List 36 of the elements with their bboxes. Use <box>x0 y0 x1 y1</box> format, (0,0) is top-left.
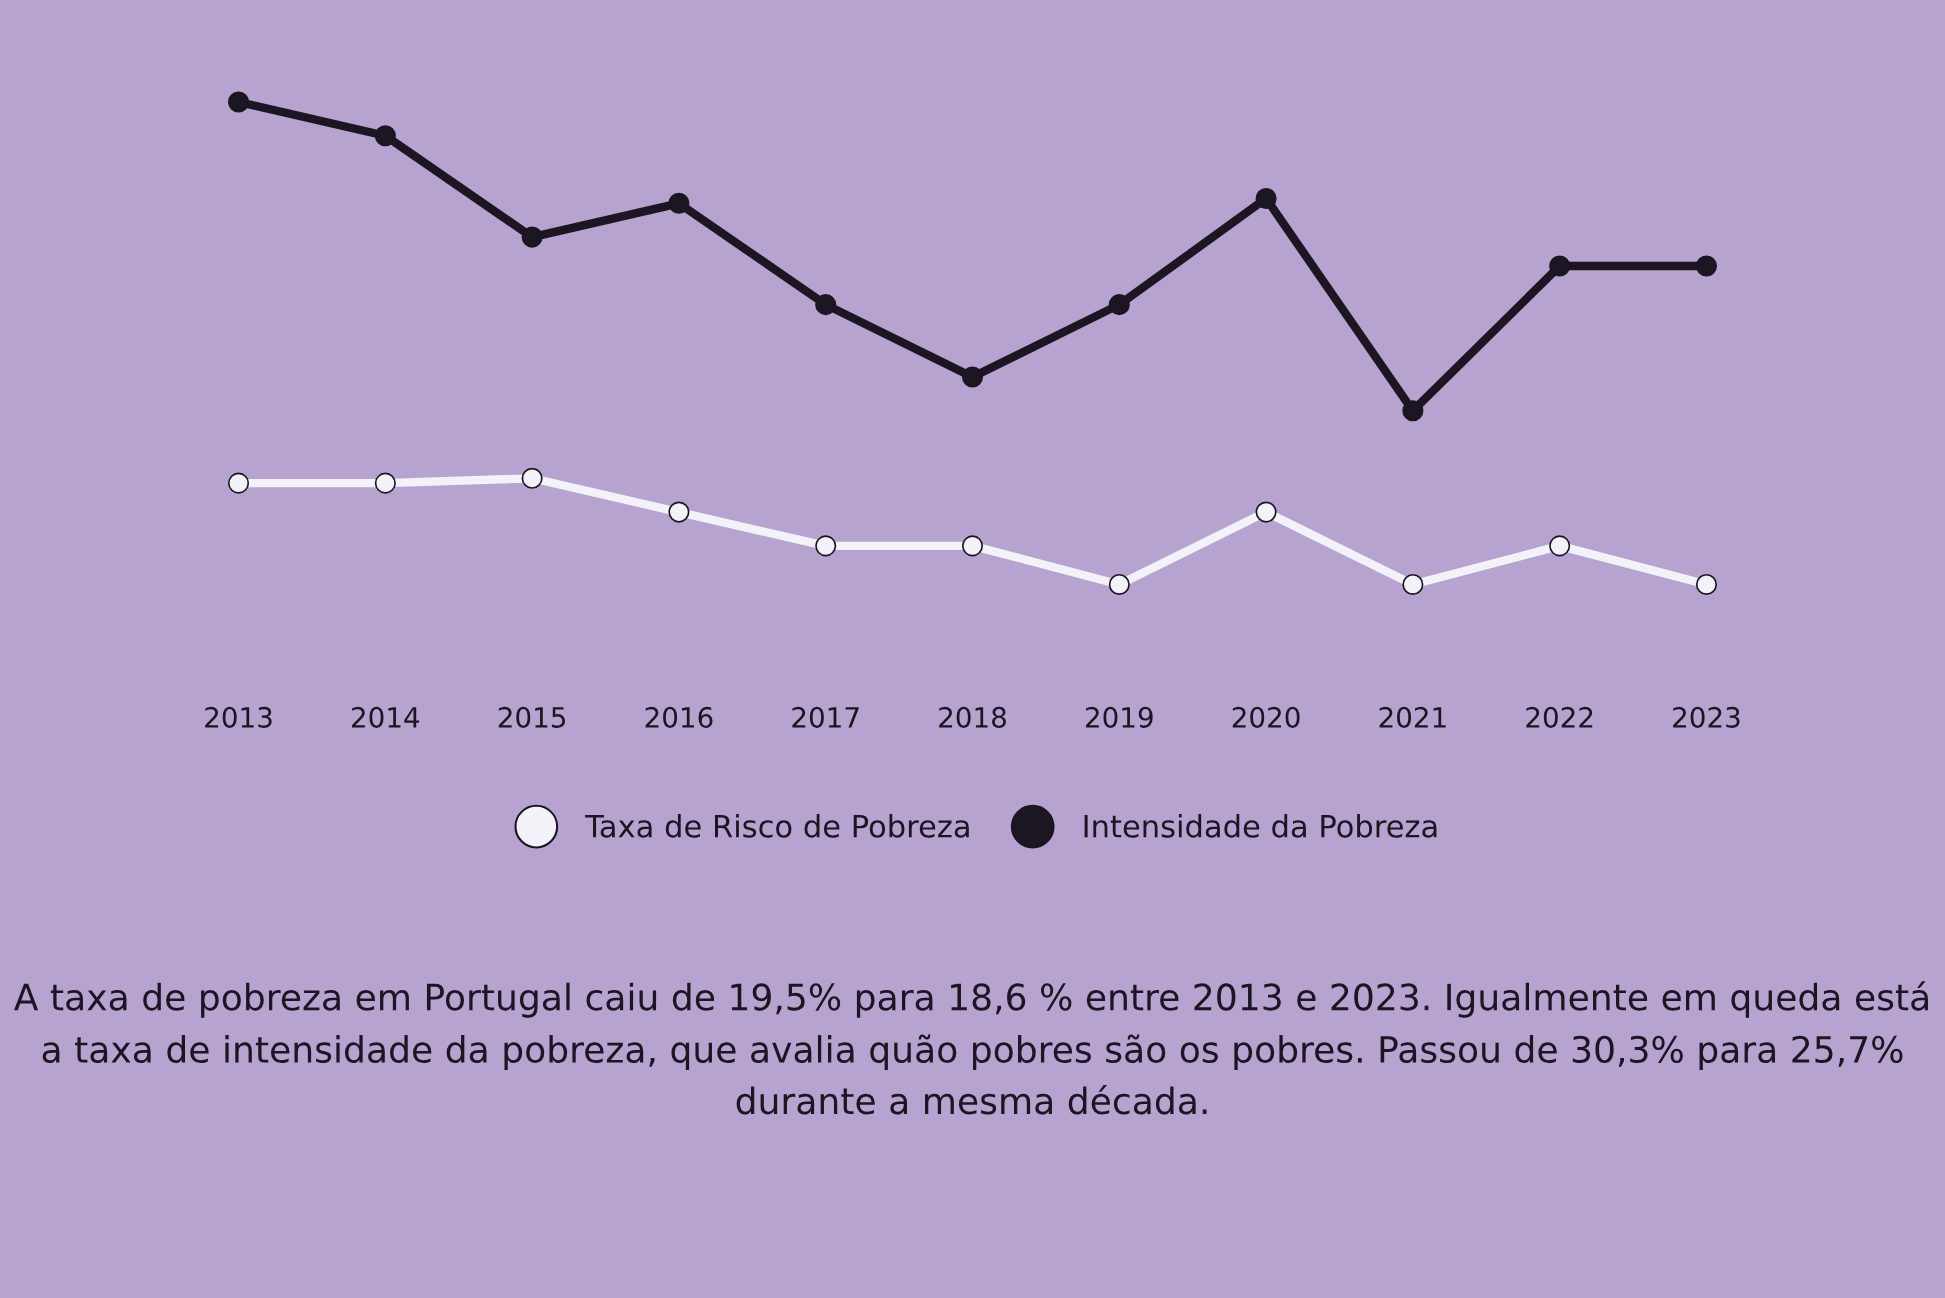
point <box>668 192 690 214</box>
legend-label: Taxa de Risco de Pobreza <box>585 814 969 838</box>
x-tick-label: 2016 <box>645 706 713 728</box>
x-tick-label: 2013 <box>205 706 272 728</box>
point <box>1108 573 1130 596</box>
x-tick-label: 2020 <box>1232 706 1300 728</box>
point <box>1255 501 1277 523</box>
point <box>374 125 396 147</box>
x-tick-label: 2017 <box>792 706 859 728</box>
x-tick-label: 2021 <box>1379 706 1446 728</box>
x-tick-label: 2023 <box>1673 706 1740 728</box>
point <box>815 294 837 316</box>
point <box>227 91 250 113</box>
point <box>815 535 837 557</box>
point <box>1549 535 1571 557</box>
point <box>1402 573 1424 596</box>
x-tick-label: 2019 <box>1085 706 1153 728</box>
x-tick-label: 2015 <box>498 706 566 728</box>
x-tick-label: 2018 <box>939 706 1006 728</box>
legend-label: Intensidade da Pobreza <box>1084 814 1437 838</box>
point <box>374 472 396 494</box>
point <box>1402 400 1424 422</box>
point <box>1695 573 1718 596</box>
point <box>1255 187 1277 210</box>
text: A taxa de pobreza em Portugal caiu de 19,5% para 18,6 % entre 2013 e 2023. Igualmente em queda está a taxa de intensidade da pobreza, que avalia quão pobres são os pobres. Passou de 30,3% para 25,7% durante a mesma década. <box>14 981 1928 1115</box>
point <box>961 535 984 557</box>
point <box>521 467 543 489</box>
point <box>961 366 984 388</box>
point <box>1549 255 1571 277</box>
point <box>1108 294 1130 316</box>
point <box>1695 255 1718 277</box>
x-tick-label: 2022 <box>1526 706 1593 728</box>
x-tick-label: 2014 <box>352 706 420 728</box>
point <box>668 501 690 523</box>
point <box>227 472 250 494</box>
point <box>521 226 543 248</box>
